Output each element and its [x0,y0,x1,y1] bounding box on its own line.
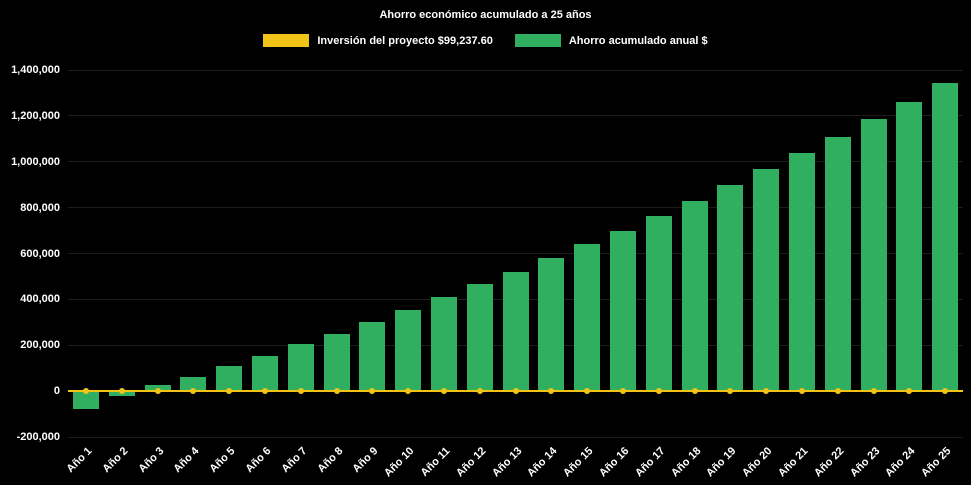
x-axis-label-ano-1: Año 1 [64,445,95,476]
bar-ano-19 [717,184,744,392]
bar-ano-14 [538,258,565,392]
bar-ano-18 [681,200,708,392]
bar-ano-23 [860,119,887,392]
gridline [68,115,963,117]
bar-ano-16 [609,230,636,392]
bar-ano-17 [645,215,672,392]
y-axis-label: 0 [53,385,60,398]
gridline [68,161,963,163]
bar-ano-12 [466,284,493,392]
y-axis-label: 400,000 [20,293,60,306]
investment-line-marker-11 [440,388,447,395]
investment-line-marker-9 [369,388,376,395]
bar-ano-6 [251,355,278,392]
investment-line-marker-17 [655,388,662,395]
chart-title: Ahorro económico acumulado a 25 años [379,9,592,21]
y-axis-label: 1,200,000 [11,109,60,122]
investment-line-marker-3 [154,388,161,395]
bar-ano-22 [824,136,851,392]
bar-ano-11 [430,297,457,392]
y-axis-label: 1,000,000 [11,155,60,168]
legend-label-investment: Inversión del proyecto $99,237.60 [317,34,493,47]
legend-swatch-investment [263,34,310,47]
legend-item-savings: Ahorro acumulado anual $ [514,34,708,47]
bar-ano-25 [932,82,959,392]
y-axis-label: 200,000 [20,339,60,352]
legend-swatch-savings [514,34,561,47]
investment-line-marker-4 [190,388,197,395]
gridline [68,436,963,438]
bar-ano-10 [395,309,422,392]
gridline [68,69,963,71]
investment-line-marker-2 [118,388,125,395]
investment-line-marker-6 [261,388,268,395]
bar-ano-13 [502,271,529,392]
plot-area [68,69,963,438]
investment-line-marker-22 [834,388,841,395]
bar-ano-5 [216,365,243,392]
investment-line-marker-20 [763,388,770,395]
bar-ano-7 [287,344,314,392]
investment-line-marker-15 [584,388,591,395]
bar-ano-8 [323,333,350,392]
y-axis-label: 1,400,000 [11,64,60,76]
bar-ano-15 [574,244,601,392]
investment-line-marker-23 [870,388,877,395]
investment-line-marker-14 [548,388,555,395]
gridline [68,253,963,254]
bar-ano-20 [753,168,780,392]
bar-ano-24 [896,102,923,392]
legend-item-investment: Inversión del proyecto $99,237.60 [263,34,493,47]
investment-line-marker-7 [297,388,304,395]
investment-line-marker-25 [942,388,949,395]
bar-ano-1 [72,391,99,410]
bar-ano-21 [788,152,815,392]
investment-line-marker-12 [476,388,483,395]
legend-label-savings: Ahorro acumulado anual $ [568,34,708,47]
investment-line-marker-21 [798,388,805,395]
investment-line-marker-16 [619,388,626,395]
investment-line-marker-13 [512,388,519,395]
investment-line-marker-19 [727,388,734,395]
investment-line-marker-10 [405,388,412,395]
y-axis-label: -200,000 [16,431,60,443]
bar-ano-4 [180,377,207,392]
investment-line-marker-8 [333,388,340,395]
investment-line-marker-24 [906,388,913,395]
investment-line-marker-1 [82,388,89,395]
bar-ano-9 [359,322,386,392]
investment-line-marker-5 [226,388,233,395]
gridline [68,207,963,209]
y-axis-label: 600,000 [20,247,60,260]
legend: Inversión del proyecto $99,237.60 Ahorro… [0,34,971,47]
investment-line-marker-18 [691,388,698,395]
y-axis-label: 800,000 [20,201,60,214]
